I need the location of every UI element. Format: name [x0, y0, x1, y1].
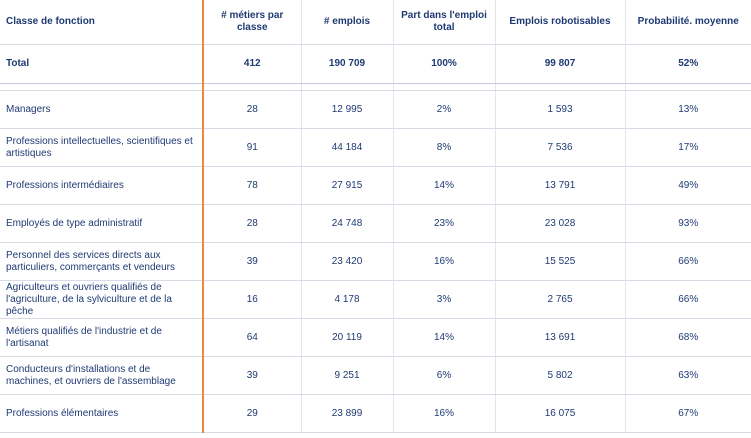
total-probabilite: 52% — [624, 44, 751, 84]
total-label: Total — [0, 44, 203, 84]
table-row: Professions élémentaires 29 23 899 16% 1… — [0, 394, 751, 433]
cell-part: 8% — [392, 128, 495, 167]
table-row: Employés de type administratif 28 24 748… — [0, 204, 751, 243]
cell-part: 16% — [392, 394, 495, 433]
cell-metiers: 78 — [202, 166, 301, 205]
cell-robotisables: 5 802 — [494, 356, 625, 395]
header-row: Classe de fonction # métiers par classe … — [0, 0, 751, 45]
table-header: Classe de fonction # métiers par classe … — [0, 0, 751, 45]
cell-emplois: 9 251 — [300, 356, 393, 395]
cell-probabilite: 68% — [624, 318, 751, 357]
cell-classe: Agriculteurs et ouvriers qualifiés de l'… — [0, 280, 203, 319]
cell-classe: Personnel des services directs aux parti… — [0, 242, 203, 281]
cell-emplois: 27 915 — [300, 166, 393, 205]
cell-robotisables: 23 028 — [494, 204, 625, 243]
cell-probabilite: 63% — [624, 356, 751, 395]
cell-classe: Professions intellectuelles, scientifiqu… — [0, 128, 203, 167]
cell-part: 14% — [392, 166, 495, 205]
total-emplois: 190 709 — [300, 44, 393, 84]
header-emplois: # emplois — [300, 0, 393, 45]
cell-probabilite: 93% — [624, 204, 751, 243]
cell-metiers: 39 — [202, 242, 301, 281]
total-row: Total 412 190 709 100% 99 807 52% — [0, 44, 751, 84]
cell-part: 6% — [392, 356, 495, 395]
cell-probabilite: 13% — [624, 90, 751, 129]
cell-robotisables: 1 593 — [494, 90, 625, 129]
cell-emplois: 24 748 — [300, 204, 393, 243]
cell-part: 23% — [392, 204, 495, 243]
table-row: Personnel des services directs aux parti… — [0, 242, 751, 281]
separator-row — [0, 83, 751, 91]
table-body: Total 412 190 709 100% 99 807 52% Manage… — [0, 44, 751, 433]
cell-metiers: 28 — [202, 204, 301, 243]
total-robotisables: 99 807 — [494, 44, 625, 84]
cell-robotisables: 13 691 — [494, 318, 625, 357]
header-classe-de-fonction: Classe de fonction — [0, 0, 203, 45]
cell-classe: Conducteurs d'installations et de machin… — [0, 356, 203, 395]
cell-classe: Managers — [0, 90, 203, 129]
cell-emplois: 23 420 — [300, 242, 393, 281]
cell-classe: Professions élémentaires — [0, 394, 203, 433]
cell-emplois: 44 184 — [300, 128, 393, 167]
total-part: 100% — [392, 44, 495, 84]
cell-emplois: 12 995 — [300, 90, 393, 129]
cell-classe: Métiers qualifiés de l'industrie et de l… — [0, 318, 203, 357]
cell-probabilite: 67% — [624, 394, 751, 433]
header-part-emploi-total: Part dans l'emploi total — [392, 0, 495, 45]
cell-part: 3% — [392, 280, 495, 319]
header-metiers-par-classe: # métiers par classe — [202, 0, 301, 45]
cell-metiers: 64 — [202, 318, 301, 357]
cell-probabilite: 49% — [624, 166, 751, 205]
cell-part: 16% — [392, 242, 495, 281]
table-row: Agriculteurs et ouvriers qualifiés de l'… — [0, 280, 751, 319]
cell-robotisables: 15 525 — [494, 242, 625, 281]
cell-part: 14% — [392, 318, 495, 357]
table-row: Professions intellectuelles, scientifiqu… — [0, 128, 751, 167]
cell-part: 2% — [392, 90, 495, 129]
cell-probabilite: 17% — [624, 128, 751, 167]
cell-metiers: 16 — [202, 280, 301, 319]
header-probabilite-moyenne: Probabilité. moyenne — [624, 0, 751, 45]
cell-metiers: 39 — [202, 356, 301, 395]
cell-probabilite: 66% — [624, 242, 751, 281]
table-row: Professions intermédiaires 78 27 915 14%… — [0, 166, 751, 205]
cell-classe: Employés de type administratif — [0, 204, 203, 243]
cell-metiers: 28 — [202, 90, 301, 129]
total-metiers: 412 — [202, 44, 301, 84]
table-row: Conducteurs d'installations et de machin… — [0, 356, 751, 395]
cell-probabilite: 66% — [624, 280, 751, 319]
header-emplois-robotisables: Emplois robotisables — [494, 0, 625, 45]
cell-robotisables: 16 075 — [494, 394, 625, 433]
cell-robotisables: 13 791 — [494, 166, 625, 205]
cell-emplois: 4 178 — [300, 280, 393, 319]
table-row: Managers 28 12 995 2% 1 593 13% — [0, 90, 751, 129]
cell-robotisables: 7 536 — [494, 128, 625, 167]
table-row: Métiers qualifiés de l'industrie et de l… — [0, 318, 751, 357]
cell-classe: Professions intermédiaires — [0, 166, 203, 205]
cell-metiers: 91 — [202, 128, 301, 167]
cell-metiers: 29 — [202, 394, 301, 433]
cell-robotisables: 2 765 — [494, 280, 625, 319]
cell-emplois: 23 899 — [300, 394, 393, 433]
cell-emplois: 20 119 — [300, 318, 393, 357]
